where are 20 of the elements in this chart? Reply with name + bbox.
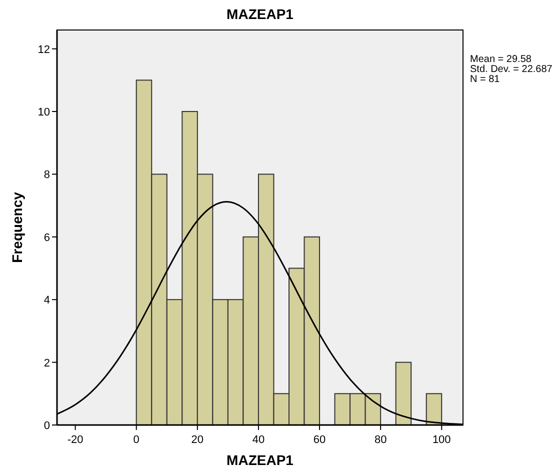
chart-title: MAZEAP1 <box>226 6 294 22</box>
text: Mean = 29.58 <box>470 54 532 65</box>
x-tick-label: 20 <box>191 434 204 446</box>
y-tick-label: 2 <box>44 357 50 370</box>
text: N = 81 <box>470 74 500 85</box>
y-tick-label: 6 <box>44 232 50 244</box>
x-tick-label: -20 <box>67 434 84 446</box>
y-tick-label: 4 <box>44 294 50 307</box>
text: Std. Dev. = 22.687 <box>470 64 553 75</box>
x-tick-label: 60 <box>313 434 326 446</box>
y-axis-title: Frequency <box>9 192 25 263</box>
y-tick-label: 8 <box>44 169 50 182</box>
x-tick-label: 0 <box>133 434 140 446</box>
y-tick-label: 10 <box>38 106 50 119</box>
x-tick-label: 40 <box>252 434 265 446</box>
y-tick-label: 0 <box>44 420 50 432</box>
y-tick-label: 12 <box>38 44 50 56</box>
x-tick-label: 80 <box>374 434 387 446</box>
x-axis-title: MAZEAP1 <box>226 452 294 468</box>
x-tick-label: 100 <box>432 434 451 446</box>
